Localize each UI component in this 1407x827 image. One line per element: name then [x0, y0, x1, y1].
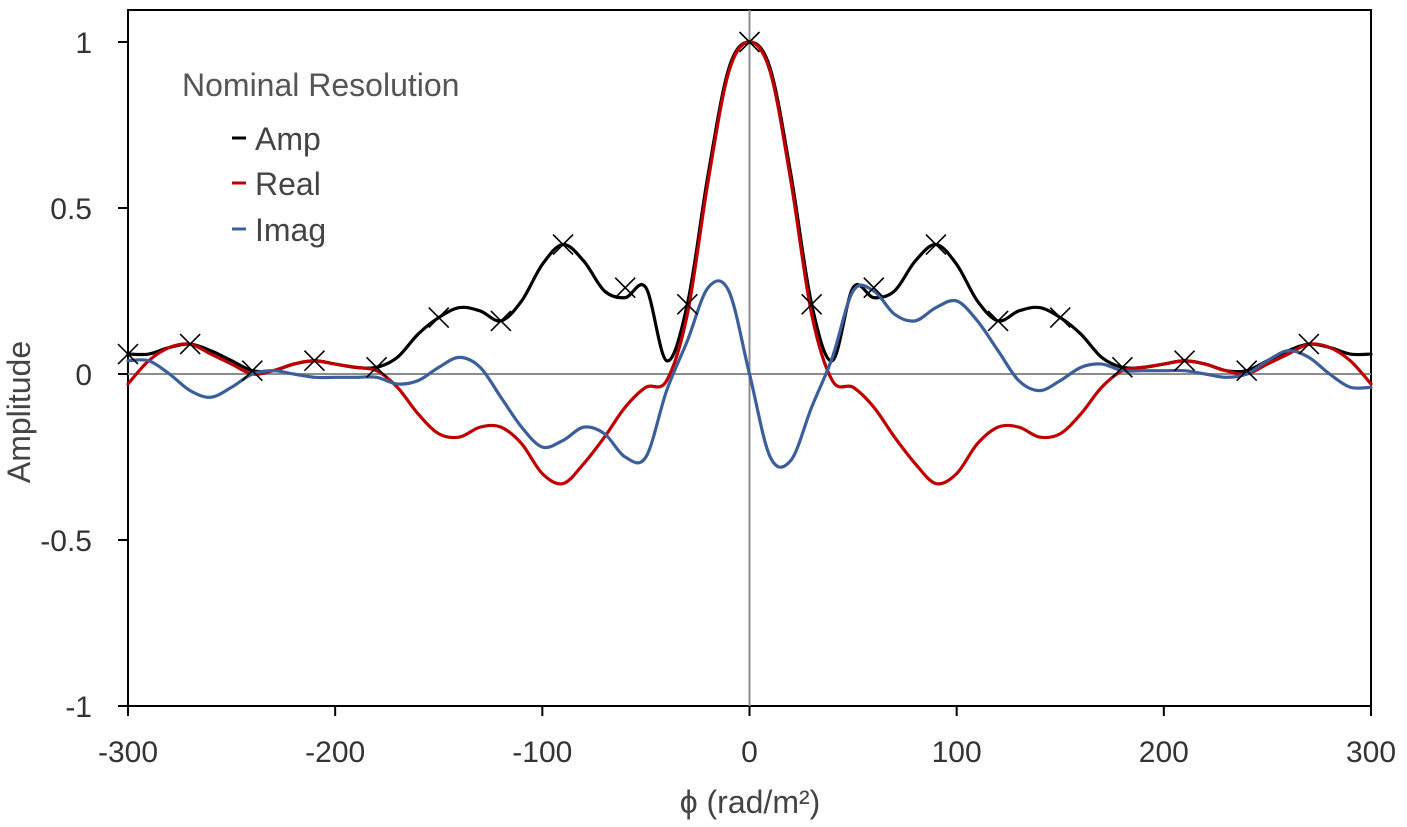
- amp-marker: [490, 310, 512, 332]
- x-tick-label: -300: [98, 736, 158, 769]
- marker-layer: [117, 31, 1320, 382]
- y-tick-label: 1: [75, 27, 92, 60]
- amp-marker: [1173, 350, 1196, 372]
- amp-marker: [676, 293, 698, 315]
- x-tick-label: -100: [512, 736, 572, 769]
- amp-marker-stroke-b: [303, 350, 326, 372]
- amp-marker-stroke-b: [925, 233, 947, 256]
- series-imag-line: [126, 279, 1373, 469]
- amp-marker-stroke-b: [1173, 350, 1196, 372]
- amp-marker: [925, 233, 947, 256]
- x-axis-ticks: -300 -200 -100 0 100 200 300: [98, 706, 1396, 769]
- amp-marker-stroke-b: [428, 306, 450, 329]
- amp-marker: [552, 233, 574, 256]
- x-tick-label: -200: [305, 736, 365, 769]
- amp-marker: [1049, 306, 1071, 329]
- amp-marker: [117, 343, 139, 365]
- amp-marker-stroke-b: [801, 293, 823, 315]
- x-tick-label: 0: [741, 736, 758, 769]
- x-axis-title: ϕ (rad/m²): [680, 784, 821, 820]
- amp-marker-stroke-b: [1111, 356, 1133, 378]
- amp-marker: [987, 310, 1009, 332]
- amp-marker: [1111, 356, 1133, 378]
- amp-marker: [738, 31, 761, 53]
- legend-label-amp: Amp: [255, 121, 321, 157]
- amp-marker-stroke-b: [552, 233, 574, 256]
- legend-label-imag: Imag: [255, 212, 326, 248]
- amp-marker-stroke-b: [676, 293, 698, 315]
- amp-marker-stroke-b: [490, 310, 512, 332]
- y-tick-label: 0: [75, 359, 92, 392]
- amp-marker: [1298, 333, 1320, 355]
- y-tick-label: -1: [65, 691, 92, 724]
- amp-marker-stroke-b: [614, 277, 636, 299]
- amp-marker-stroke-b: [738, 31, 761, 53]
- amp-marker-stroke-b: [179, 333, 201, 355]
- x-tick-label: 200: [1139, 736, 1189, 769]
- amp-marker: [428, 306, 450, 329]
- amp-marker-stroke-b: [863, 277, 885, 299]
- y-tick-label: 0.5: [50, 193, 92, 226]
- amp-marker: [241, 360, 263, 382]
- amp-marker: [614, 277, 636, 299]
- amp-marker-stroke-b: [1236, 360, 1258, 382]
- amp-marker: [863, 277, 885, 299]
- y-tick-label: -0.5: [40, 525, 92, 558]
- legend-label-real: Real: [255, 166, 321, 202]
- x-tick-label: 300: [1346, 736, 1396, 769]
- amp-marker: [801, 293, 823, 315]
- y-axis-ticks: 1 0.5 0 -0.5 -1: [40, 27, 128, 724]
- amp-marker-stroke-b: [1049, 306, 1071, 329]
- amp-marker-stroke-b: [1298, 333, 1320, 355]
- amp-marker: [366, 356, 388, 378]
- amp-marker: [179, 333, 201, 355]
- legend-title: Nominal Resolution: [182, 67, 459, 103]
- y-axis-title: Amplitude: [1, 341, 37, 483]
- amp-marker: [303, 350, 326, 372]
- amp-marker-stroke-b: [117, 343, 139, 365]
- amp-marker-stroke-b: [241, 360, 263, 382]
- amp-marker-stroke-b: [366, 356, 388, 378]
- amp-marker-stroke-b: [987, 310, 1009, 332]
- x-tick-label: 100: [932, 736, 982, 769]
- amp-marker: [1236, 360, 1258, 382]
- legend: Nominal Resolution Amp Real Imag: [182, 67, 459, 248]
